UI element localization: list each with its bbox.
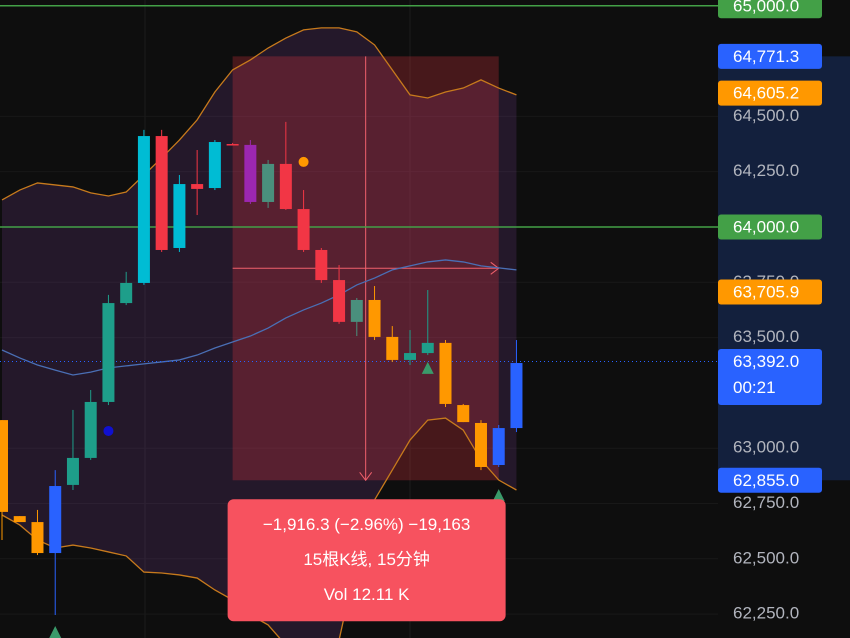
measure-tooltip: −1,916.3 (−2.96%) −19,163 15根K线, 15分钟 Vol … bbox=[227, 499, 506, 622]
candle-body bbox=[173, 184, 186, 248]
price-axis: 64,500.064,250.063,750.063,500.063,000.0… bbox=[718, 0, 850, 623]
candle-body bbox=[155, 136, 168, 250]
tooltip-box bbox=[227, 499, 506, 622]
price-badge-label: 64,605.2 bbox=[733, 84, 799, 103]
band-fill bbox=[2, 27, 517, 638]
signal-triangle bbox=[49, 626, 62, 638]
y-tick-label: 62,750.0 bbox=[733, 493, 799, 512]
price-badge bbox=[718, 348, 822, 405]
price-badge-countdown: 00:21 bbox=[733, 378, 776, 397]
tooltip-line: −1,916.3 (−2.96%) −19,163 bbox=[263, 515, 470, 534]
candle-body bbox=[262, 163, 275, 202]
candle-body bbox=[208, 142, 221, 189]
band-line bbox=[1, 27, 517, 201]
price-badge-label: 65,000.0 bbox=[733, 0, 799, 15]
candle-body bbox=[421, 342, 434, 354]
signal-triangle bbox=[492, 489, 505, 502]
candle-body bbox=[350, 299, 363, 322]
band-line bbox=[1, 259, 517, 376]
candle-body bbox=[13, 516, 26, 523]
y-tick-label: 63,000.0 bbox=[733, 438, 799, 457]
candle-body bbox=[137, 136, 150, 283]
candle-body bbox=[492, 428, 505, 466]
candle-body bbox=[66, 457, 79, 485]
signal-dot bbox=[298, 156, 309, 167]
candle-body bbox=[474, 422, 487, 467]
candle-body bbox=[0, 420, 8, 512]
price-badge bbox=[718, 279, 822, 305]
y-tick-label: 63,500.0 bbox=[733, 327, 799, 346]
price-badge-label: 63,705.9 bbox=[733, 283, 799, 302]
candle-body bbox=[84, 401, 97, 458]
price-badge bbox=[718, 467, 822, 493]
candle-body bbox=[386, 336, 399, 360]
price-badge bbox=[718, 214, 822, 240]
candle-body bbox=[510, 363, 523, 429]
price-badge bbox=[718, 0, 822, 19]
price-badge-label: 62,855.0 bbox=[733, 471, 799, 490]
signal-triangle bbox=[421, 361, 434, 374]
candle-body bbox=[279, 163, 292, 210]
candle-body bbox=[120, 282, 133, 304]
candle-body bbox=[404, 353, 417, 360]
y-tick-label: 62,500.0 bbox=[733, 548, 799, 567]
price-badge-label: 64,771.3 bbox=[733, 47, 799, 66]
price-badge bbox=[718, 80, 822, 106]
candle-body bbox=[297, 209, 310, 250]
axis-range-highlight bbox=[718, 56, 850, 481]
candle-body bbox=[31, 522, 44, 554]
candle-body bbox=[457, 405, 470, 423]
y-tick-label: 64,500.0 bbox=[733, 106, 799, 125]
signal-dot bbox=[103, 425, 114, 436]
price-badge-label: 63,392.0 bbox=[733, 352, 799, 371]
y-tick-label: 64,250.0 bbox=[733, 161, 799, 180]
candle-body bbox=[191, 184, 204, 189]
candle-body bbox=[226, 144, 239, 146]
price-badge bbox=[718, 43, 822, 69]
candle-body bbox=[102, 303, 115, 402]
y-tick-label: 62,250.0 bbox=[733, 604, 799, 623]
candle-body bbox=[244, 144, 257, 202]
candle-body bbox=[315, 249, 328, 281]
price-badge-label: 64,000.0 bbox=[733, 217, 799, 236]
measure-arrow-head bbox=[359, 471, 373, 482]
candle-body bbox=[368, 299, 381, 337]
candle-body bbox=[49, 486, 62, 554]
tooltip-line: 15根K线, 15分钟 bbox=[303, 550, 430, 569]
candle-body bbox=[439, 342, 452, 404]
tooltip-line: Vol 12.11 K bbox=[324, 585, 410, 604]
candle-body bbox=[333, 280, 346, 322]
